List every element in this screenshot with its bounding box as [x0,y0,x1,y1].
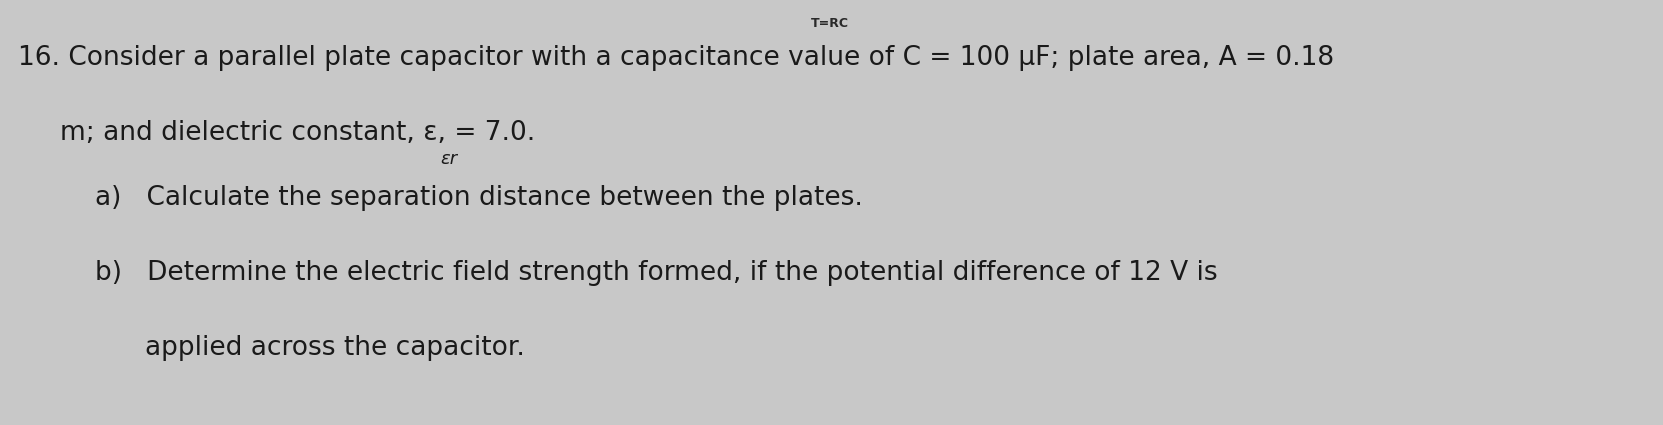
Text: m; and dielectric constant, ε, = 7.0.: m; and dielectric constant, ε, = 7.0. [60,120,535,146]
Text: εr: εr [441,150,457,168]
Text: 16. Consider a parallel plate capacitor with a capacitance value of C = 100 μF; : 16. Consider a parallel plate capacitor … [18,45,1334,71]
Text: T=RC: T=RC [812,17,850,30]
Text: b)   Determine the electric field strength formed, if the potential difference o: b) Determine the electric field strength… [95,260,1217,286]
Text: applied across the capacitor.: applied across the capacitor. [145,335,526,361]
Text: a)   Calculate the separation distance between the plates.: a) Calculate the separation distance bet… [95,185,863,211]
